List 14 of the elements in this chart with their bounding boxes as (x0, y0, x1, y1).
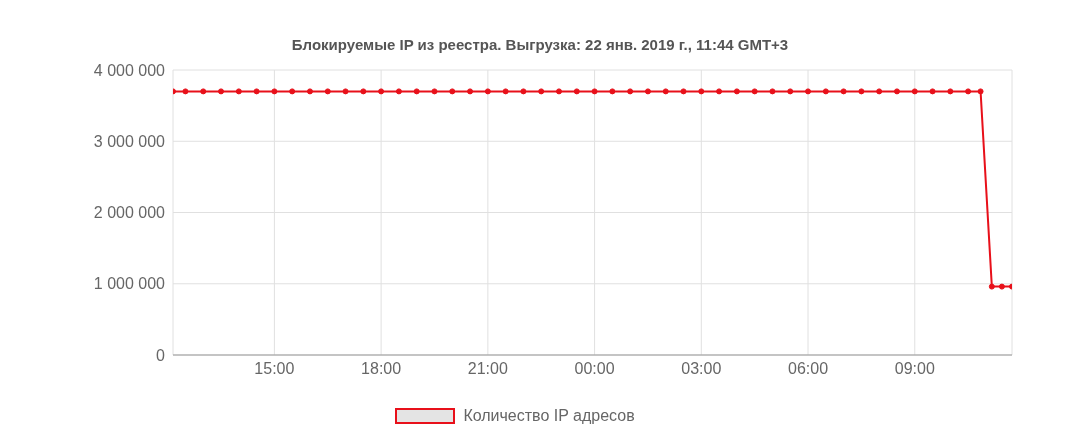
x-tick-label: 21:00 (467, 360, 508, 378)
x-tick-label: 09:00 (894, 360, 935, 378)
x-tick-label: 15:00 (254, 360, 295, 378)
x-tick-label: 00:00 (574, 360, 615, 378)
x-tick-label: 03:00 (681, 360, 722, 378)
x-tick-label: 18:00 (361, 360, 402, 378)
chart-title: Блокируемые IP из реестра. Выгрузка: 22 янв. 2019 г., 11:44 GMT+3 (290, 35, 790, 55)
x-tick-label: 06:00 (788, 360, 829, 378)
legend-label: Количество IP адресов (463, 407, 635, 425)
y-tick-label: 1 000 000 (93, 275, 166, 293)
y-tick-label: 2 000 000 (93, 204, 166, 222)
y-tick-label: 0 (156, 346, 166, 364)
y-tick-label: 3 000 000 (93, 132, 166, 150)
y-tick-label: 4 000 000 (93, 61, 166, 79)
